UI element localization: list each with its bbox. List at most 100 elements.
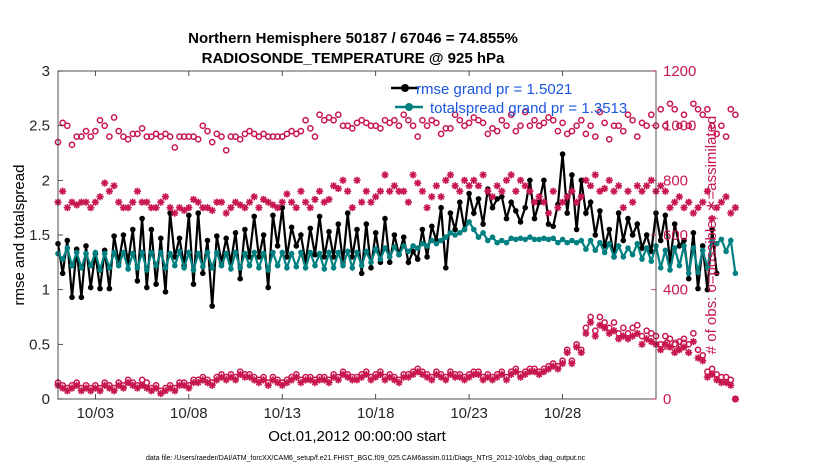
series-1-point-89 xyxy=(471,226,477,233)
series-3-point-117 xyxy=(601,184,609,193)
series-1-point-40 xyxy=(242,250,248,257)
series-0-point-104 xyxy=(541,177,547,184)
series-5-point-71 xyxy=(386,373,394,381)
series-3-point-131 xyxy=(666,204,674,212)
series-0-point-14 xyxy=(120,232,127,238)
series-2-point-66 xyxy=(362,119,370,127)
series-3-point-53 xyxy=(302,198,310,206)
series-2-point-12 xyxy=(110,114,118,121)
series-3-point-7 xyxy=(87,204,95,212)
series-1-point-33 xyxy=(209,265,215,271)
series-1-point-23 xyxy=(162,265,169,271)
series-2-point-91 xyxy=(479,119,487,127)
series-3-point-61 xyxy=(339,176,347,184)
series-4-point-116 xyxy=(596,313,604,321)
series-4-point-136 xyxy=(690,330,697,337)
series-3-point-86 xyxy=(456,187,464,195)
series-3-point-13 xyxy=(115,198,123,206)
series-1-point-99 xyxy=(517,235,524,242)
series-5-point-49 xyxy=(283,379,291,387)
series-5-point-124 xyxy=(633,329,641,337)
series-5-point-126 xyxy=(643,335,651,343)
x-tick-label-2: 10/13 xyxy=(263,405,301,422)
series-2-point-101 xyxy=(526,122,534,130)
series-2-point-15 xyxy=(124,135,132,143)
series-0-point-99 xyxy=(517,219,524,225)
series-2-point-136 xyxy=(690,100,697,108)
series-1-point-90 xyxy=(475,234,482,240)
series-5-point-139 xyxy=(703,373,711,381)
series-3-point-9 xyxy=(96,193,104,201)
legend-rmse-label: rmse grand pr = 1.5021 xyxy=(416,81,572,98)
series-1-point-22 xyxy=(158,249,164,256)
series-5-point-11 xyxy=(105,384,113,392)
series-0-point-95 xyxy=(499,193,505,200)
series-3-point-98 xyxy=(512,187,520,195)
series-1-point-43 xyxy=(256,265,262,271)
series-1-point-50 xyxy=(288,250,295,257)
series-3-point-31 xyxy=(199,204,207,212)
series-1-point-129 xyxy=(657,265,664,271)
series-5-point-100 xyxy=(521,370,529,378)
series-1-point-11 xyxy=(106,265,113,271)
series-1-point-32 xyxy=(204,249,211,256)
series-5-point-143 xyxy=(722,379,730,387)
series-5-point-72 xyxy=(390,376,398,384)
series-5-point-67 xyxy=(367,376,375,384)
series-1-point-24 xyxy=(167,250,173,257)
series-0-point-31 xyxy=(200,270,206,277)
series-0-point-125 xyxy=(639,245,645,251)
series-2-point-138 xyxy=(699,111,707,119)
series-5-point-68 xyxy=(372,373,380,381)
series-3-point-73 xyxy=(395,187,403,195)
series-0-point-71 xyxy=(386,259,393,266)
series-3-point-123 xyxy=(629,198,637,206)
y-axis-right-label: # of obs: o=possible; ∗=assimilated xyxy=(703,116,720,355)
series-5-point-47 xyxy=(273,379,282,387)
series-3-point-76 xyxy=(409,171,417,179)
series-0-point-42 xyxy=(251,213,257,220)
series-1-point-31 xyxy=(200,263,206,270)
series-5-point-42 xyxy=(250,376,258,384)
series-3-point-43 xyxy=(255,204,263,212)
series-1-point-130 xyxy=(662,247,669,254)
series-5-point-104 xyxy=(540,368,548,376)
series-1-point-139 xyxy=(704,265,711,271)
series-2-point-85 xyxy=(451,111,459,119)
series-1-point-7 xyxy=(87,262,94,269)
series-2-point-79 xyxy=(423,122,431,130)
series-5-point-34 xyxy=(213,376,221,384)
y-right-tick-label-2: 400 xyxy=(663,282,688,299)
series-4-point-121 xyxy=(619,324,627,332)
series-1-point-6 xyxy=(83,250,89,257)
series-3-point-30 xyxy=(194,198,202,206)
series-0-point-51 xyxy=(293,243,300,249)
series-0-point-2 xyxy=(64,237,71,244)
series-3-point-65 xyxy=(358,198,366,206)
series-0-point-29 xyxy=(190,281,197,288)
series-2-point-99 xyxy=(517,122,524,130)
y-right-tick-label-5: 1000 xyxy=(663,118,696,135)
series-3-point-54 xyxy=(306,204,314,212)
series-2-point-52 xyxy=(297,127,305,135)
series-1-point-84 xyxy=(447,230,454,236)
series-0-point-72 xyxy=(391,232,398,238)
series-5-point-99 xyxy=(516,373,525,381)
series-5-point-17 xyxy=(133,384,142,392)
series-0-point-48 xyxy=(279,204,286,211)
series-5-point-82 xyxy=(437,373,445,381)
series-3-point-60 xyxy=(334,184,342,193)
series-1-point-42 xyxy=(251,249,257,256)
series-0-point-82 xyxy=(438,204,444,211)
series-5-point-83 xyxy=(442,376,450,384)
series-2-point-18 xyxy=(138,125,146,132)
series-5-point-101 xyxy=(526,368,534,376)
series-1-point-110 xyxy=(569,237,575,244)
series-1-point-93 xyxy=(489,234,496,240)
series-1-point-60 xyxy=(335,249,342,256)
series-2-point-60 xyxy=(334,111,342,119)
series-0-point-28 xyxy=(186,212,192,219)
series-3-point-12 xyxy=(110,182,118,190)
series-1-point-119 xyxy=(611,254,617,260)
series-5-point-41 xyxy=(245,373,254,381)
